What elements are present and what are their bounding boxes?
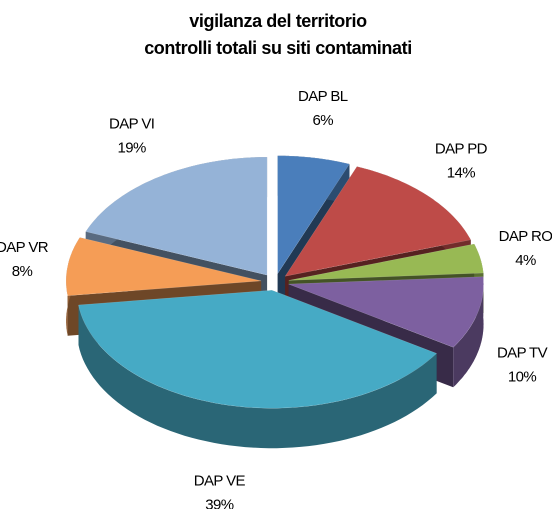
slice (277, 155, 350, 275)
slice-value-label: 19% (118, 139, 146, 156)
slice-wall (78, 305, 437, 449)
slice-value-label: 8% (12, 263, 33, 280)
slice-label: DAP PD (435, 140, 488, 157)
slice-wall (453, 276, 484, 388)
slice (284, 166, 472, 277)
pie (65, 155, 484, 449)
slice-label: DAP RO (499, 228, 552, 245)
chart-title: vigilanza del territorio (189, 11, 367, 31)
slice-label: DAP BL (298, 88, 348, 105)
slice (78, 289, 438, 409)
slice-value-label: 6% (313, 112, 334, 129)
slice-value-label: 10% (508, 369, 536, 386)
slice-label: DAP TV (497, 345, 548, 362)
slice-value-label: 39% (205, 497, 233, 509)
slice-value-label: 14% (447, 164, 475, 181)
slice-label: DAP VR (0, 239, 49, 256)
chart-subtitle: controlli totali su siti contaminati (144, 38, 412, 58)
slice-value-label: 4% (515, 252, 536, 269)
slice (65, 237, 262, 296)
slice (288, 243, 484, 281)
slice (85, 156, 268, 276)
slice-label: DAP VI (109, 115, 154, 132)
slice (288, 276, 484, 348)
slice-label: DAP VE (194, 473, 246, 490)
